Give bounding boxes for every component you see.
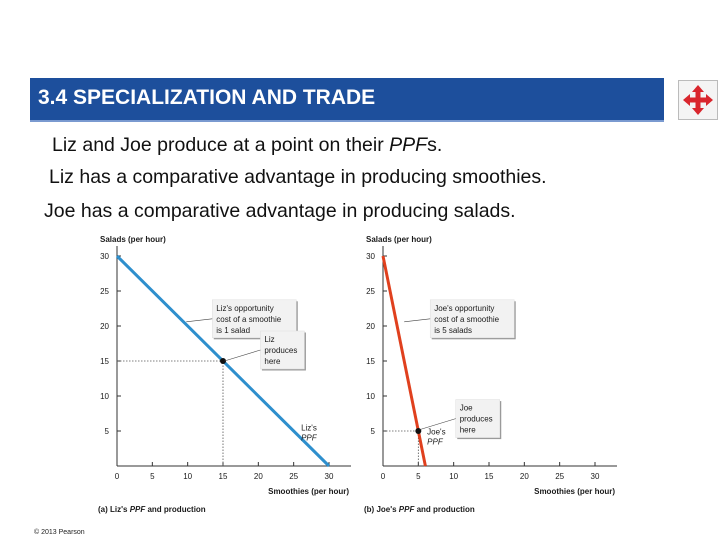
joe-note-leader bbox=[419, 418, 456, 430]
slide-title: 3.4 SPECIALIZATION AND TRADE bbox=[38, 86, 376, 109]
joe-xtick-label: 10 bbox=[449, 472, 458, 481]
copyright-text: © 2013 Pearson bbox=[34, 529, 85, 536]
joe-note-text: is 5 salads bbox=[434, 326, 472, 335]
liz-note-text: is 1 salad bbox=[216, 326, 250, 335]
liz-xtick-label: 25 bbox=[289, 472, 298, 481]
joe-xtick-label: 30 bbox=[591, 472, 600, 481]
liz-ytick-label: 15 bbox=[100, 357, 109, 366]
joe-note-text: here bbox=[460, 426, 477, 435]
liz-ppf-chart: Salads (per hour) Smoothies (per hour) 0 5 1… bbox=[96, 228, 356, 518]
slide-title-bar: 3.4 SPECIALIZATION AND TRADE bbox=[30, 78, 664, 122]
liz-xtick-label: 20 bbox=[254, 472, 263, 481]
liz-note-text: produces bbox=[264, 346, 297, 355]
liz-note-box bbox=[260, 330, 305, 370]
liz-note-leader bbox=[224, 349, 261, 362]
liz-note-text: here bbox=[264, 357, 281, 366]
joe-ytick-label: 15 bbox=[366, 357, 375, 366]
joe-ytick-label: 5 bbox=[371, 427, 376, 436]
joe-xtick-label: 0 bbox=[381, 472, 386, 481]
liz-note-leader bbox=[186, 318, 213, 323]
joe-ylabel: Salads (per hour) bbox=[366, 235, 432, 244]
liz-ppf-label: Liz's bbox=[301, 423, 317, 432]
joe-note-text: Joe's opportunity bbox=[434, 304, 494, 313]
liz-ylabel: Salads (per hour) bbox=[100, 235, 166, 244]
joe-xtick-label: 25 bbox=[555, 472, 564, 481]
bullet-joe-advantage: Joe has a comparative advantage in produ… bbox=[44, 200, 516, 222]
joe-note-text: cost of a smoothie bbox=[434, 315, 499, 324]
liz-note-text: Liz bbox=[264, 335, 274, 344]
joe-ytick-label: 25 bbox=[366, 287, 375, 296]
joe-xtick-label: 20 bbox=[520, 472, 529, 481]
bullet-ppf-points: Liz and Joe produce at a point on their … bbox=[52, 134, 443, 156]
joe-ppf-label: PPF bbox=[427, 438, 444, 447]
joe-ppf-line bbox=[381, 255, 427, 467]
joe-xlabel: Smoothies (per hour) bbox=[534, 487, 615, 496]
joe-ppf-label: Joe's bbox=[427, 428, 445, 437]
joe-caption: (b) Joe's PPF and production bbox=[364, 505, 475, 514]
liz-ytick-label: 10 bbox=[100, 392, 109, 401]
joe-note-box bbox=[455, 399, 500, 438]
liz-ppf-label: PPF bbox=[301, 433, 318, 442]
joe-production-point bbox=[415, 428, 422, 434]
liz-ytick-label: 5 bbox=[105, 427, 110, 436]
joe-note-text: produces bbox=[460, 415, 493, 424]
liz-xtick-label: 10 bbox=[183, 472, 192, 481]
liz-note-box bbox=[212, 299, 297, 339]
joe-ytick-label: 30 bbox=[366, 252, 375, 261]
liz-ytick-label: 25 bbox=[100, 287, 109, 296]
joe-note-text: Joe bbox=[460, 404, 473, 413]
liz-ytick-label: 30 bbox=[100, 252, 109, 261]
move-arrows-icon[interactable] bbox=[678, 80, 718, 120]
joe-ytick-label: 20 bbox=[366, 322, 375, 331]
joe-ytick-label: 10 bbox=[366, 392, 375, 401]
liz-note-text: cost of a smoothie bbox=[216, 315, 281, 324]
bullet-liz-advantage: Liz has a comparative advantage in produ… bbox=[49, 166, 547, 188]
liz-svg: Salads (per hour) Smoothies (per hour) 0 5 1… bbox=[98, 235, 351, 514]
liz-xtick-label: 15 bbox=[219, 472, 228, 481]
joe-note-box bbox=[429, 299, 515, 339]
liz-xlabel: Smoothies (per hour) bbox=[268, 487, 349, 496]
joe-svg: Salads (per hour) Smoothies (per hour) 0 5 1… bbox=[364, 235, 617, 514]
joe-note-leader bbox=[404, 318, 431, 323]
liz-xtick-label: 0 bbox=[115, 472, 120, 481]
liz-ytick-label: 20 bbox=[100, 322, 109, 331]
joe-xtick-label: 5 bbox=[416, 472, 421, 481]
liz-xtick-label: 30 bbox=[325, 472, 334, 481]
liz-caption: (a) Liz's PPF and production bbox=[98, 505, 206, 514]
liz-xtick-label: 5 bbox=[150, 472, 155, 481]
liz-note-text: Liz's opportunity bbox=[216, 304, 274, 313]
joe-ppf-chart: Salads (per hour) Smoothies (per hour) 0 5 1… bbox=[362, 228, 622, 518]
liz-production-point bbox=[220, 358, 226, 364]
joe-xtick-label: 15 bbox=[485, 472, 494, 481]
